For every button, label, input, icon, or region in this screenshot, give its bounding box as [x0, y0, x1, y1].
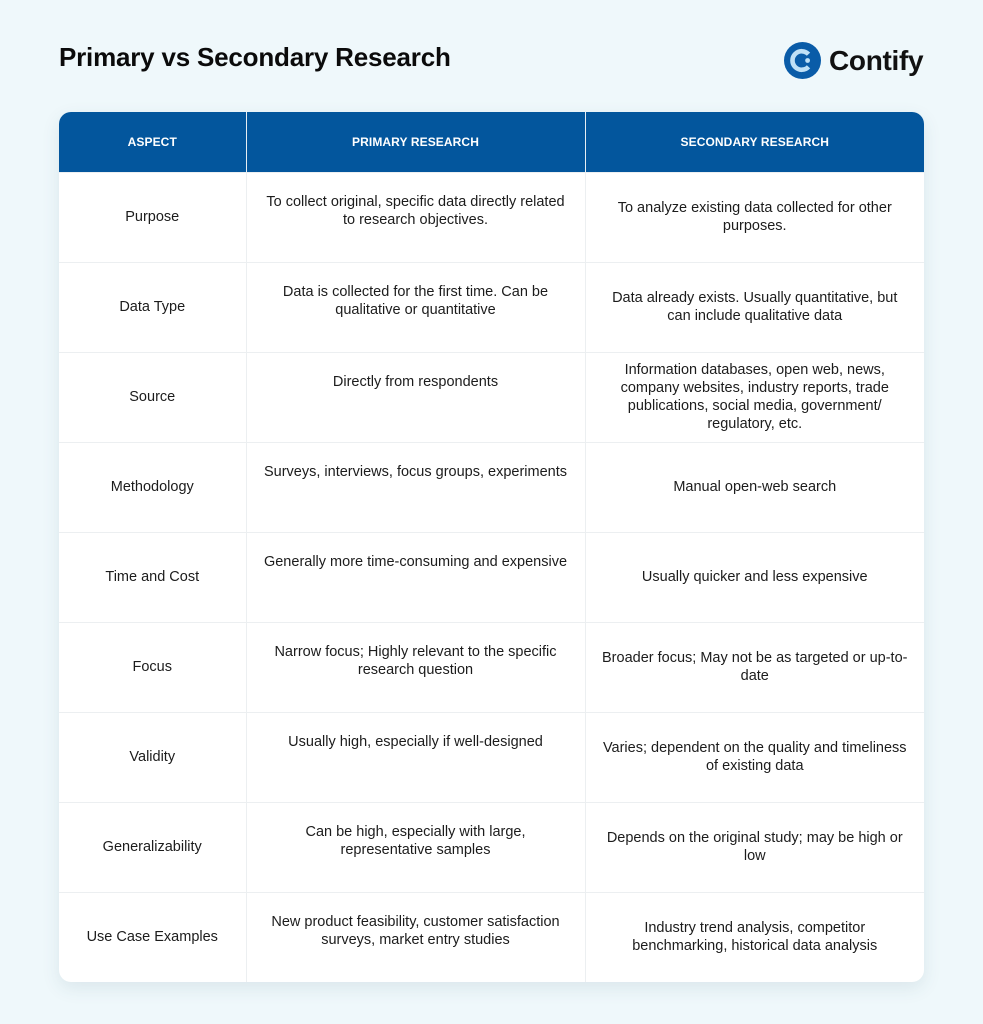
table-row: Validity Usually high, especially if wel…: [59, 711, 924, 802]
aspect-cell: Validity: [59, 711, 247, 802]
primary-cell: Generally more time-consuming and expens…: [246, 531, 586, 622]
contify-logo-icon: [784, 42, 821, 79]
table-row: Data Type Data is collected for the firs…: [59, 261, 924, 352]
primary-cell: Usually high, especially if well-designe…: [246, 711, 586, 802]
secondary-cell: To analyze existing data collected for o…: [585, 171, 924, 262]
secondary-cell: Broader focus; May not be as targeted or…: [585, 621, 924, 712]
secondary-cell: Usually quicker and less expensive: [585, 531, 924, 622]
primary-cell: To collect original, specific data direc…: [246, 171, 586, 262]
table-row: Source Directly from respondents Informa…: [59, 351, 924, 442]
primary-cell: Narrow focus; Highly relevant to the spe…: [246, 621, 586, 712]
aspect-cell: Data Type: [59, 261, 247, 352]
aspect-cell: Generalizability: [59, 801, 247, 892]
column-header-primary: PRIMARY RESEARCH: [246, 112, 586, 172]
aspect-cell: Use Case Examples: [59, 891, 247, 982]
comparison-table: ASPECT PRIMARY RESEARCH SECONDARY RESEAR…: [59, 112, 924, 982]
logo-wordmark: Contify: [829, 44, 924, 76]
table-row: Time and Cost Generally more time-consum…: [59, 531, 924, 622]
primary-cell: Directly from respondents: [246, 351, 586, 442]
aspect-cell: Purpose: [59, 171, 247, 262]
table-row: Methodology Surveys, interviews, focus g…: [59, 441, 924, 532]
column-header-secondary: SECONDARY RESEARCH: [585, 112, 924, 172]
primary-cell: Can be high, especially with large, repr…: [246, 801, 586, 892]
secondary-cell: Industry trend analysis, competitor benc…: [585, 891, 924, 982]
secondary-cell: Data already exists. Usually quantitativ…: [585, 261, 924, 352]
secondary-cell: Manual open-web search: [585, 441, 924, 532]
column-header-aspect: ASPECT: [59, 112, 247, 172]
secondary-cell: Information databases, open web, news, c…: [585, 351, 924, 442]
table-row: Generalizability Can be high, especially…: [59, 801, 924, 892]
table-row: Focus Narrow focus; Highly relevant to t…: [59, 621, 924, 712]
aspect-cell: Focus: [59, 621, 247, 712]
primary-cell: Surveys, interviews, focus groups, exper…: [246, 441, 586, 532]
table-header-row: ASPECT PRIMARY RESEARCH SECONDARY RESEAR…: [59, 112, 924, 172]
secondary-cell: Varies; dependent on the quality and tim…: [585, 711, 924, 802]
secondary-cell: Depends on the original study; may be hi…: [585, 801, 924, 892]
table-row: Use Case Examples New product feasibilit…: [59, 891, 924, 982]
aspect-cell: Time and Cost: [59, 531, 247, 622]
primary-cell: Data is collected for the first time. Ca…: [246, 261, 586, 352]
table-row: Purpose To collect original, specific da…: [59, 171, 924, 262]
aspect-cell: Source: [59, 351, 247, 442]
primary-cell: New product feasibility, customer satisf…: [246, 891, 586, 982]
brand-logo: Contify: [784, 42, 924, 79]
page-title: Primary vs Secondary Research: [59, 42, 451, 72]
comparison-table-card: ASPECT PRIMARY RESEARCH SECONDARY RESEAR…: [59, 112, 924, 982]
aspect-cell: Methodology: [59, 441, 247, 532]
